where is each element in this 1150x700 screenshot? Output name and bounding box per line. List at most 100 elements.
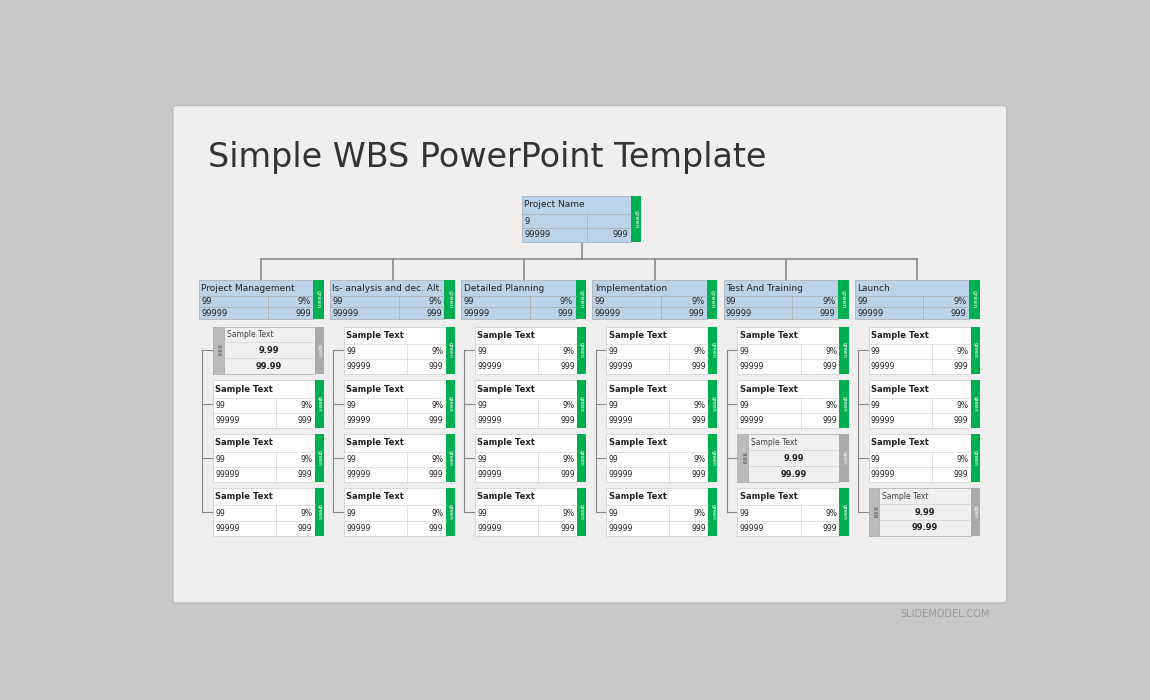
Text: 999: 999 [427,309,442,318]
Text: 9%: 9% [562,347,575,356]
Bar [749,434,839,482]
Text: 99: 99 [871,347,881,356]
Text: 99999: 99999 [857,309,883,318]
Text: 99: 99 [739,401,750,410]
Text: 9%: 9% [431,347,444,356]
Text: green: green [842,396,846,412]
Text: 99999: 99999 [608,470,632,479]
Text: 9%: 9% [691,297,704,306]
Text: 99999: 99999 [477,524,501,533]
Text: Sample Text: Sample Text [751,438,798,447]
Text: 9%: 9% [825,509,837,517]
Bar [737,434,749,482]
Bar [969,281,980,319]
Text: 999: 999 [820,309,836,318]
Text: Sample Text: Sample Text [477,438,536,447]
Bar [344,489,446,536]
Text: 999: 999 [691,362,706,371]
Text: 999: 999 [691,470,706,479]
Text: SLIDEMODEL.COM: SLIDEMODEL.COM [900,609,990,619]
Bar [868,489,880,536]
Text: green: green [317,450,322,466]
Text: 99999: 99999 [477,362,501,371]
Bar [446,326,455,375]
Text: green: green [842,504,846,520]
Text: 999: 999 [951,309,967,318]
Text: 99.99: 99.99 [256,362,282,371]
Text: open: open [973,505,978,519]
Text: Sample Text: Sample Text [882,491,929,500]
Text: 9%: 9% [298,297,311,306]
Bar [475,381,577,428]
Text: Sample Text: Sample Text [215,384,273,393]
Bar [330,281,444,319]
Text: 99999: 99999 [608,416,632,425]
Text: 99999: 99999 [346,416,370,425]
Text: 9%: 9% [956,347,968,356]
Text: 99: 99 [346,455,356,463]
Text: 9.99: 9.99 [216,344,221,356]
Text: Sample Text: Sample Text [215,438,273,447]
Text: Test And Training: Test And Training [726,284,803,293]
Text: 99: 99 [346,509,356,517]
Text: 9%: 9% [429,297,442,306]
Text: green: green [973,450,978,466]
Text: Sample Text: Sample Text [346,492,404,501]
Text: Sample Text: Sample Text [739,384,798,393]
Text: 99.99: 99.99 [781,470,807,479]
Text: 99.99: 99.99 [912,524,938,533]
Text: 999: 999 [429,524,444,533]
Text: 99: 99 [608,347,619,356]
Bar [315,489,324,536]
Text: 999: 999 [298,470,313,479]
Text: 9%: 9% [822,297,836,306]
Text: 99: 99 [608,401,619,410]
Text: 99999: 99999 [726,309,752,318]
Text: Sample Text: Sample Text [346,438,404,447]
Text: green: green [711,396,715,412]
Text: open: open [842,452,846,465]
Bar [606,381,708,428]
Text: Sample Text: Sample Text [477,384,536,393]
Text: 9: 9 [524,216,529,225]
Text: 99: 99 [857,297,867,306]
Text: 9%: 9% [431,455,444,463]
Bar [344,381,446,428]
Bar [344,434,446,482]
Text: 99: 99 [871,455,881,463]
Bar [868,326,971,375]
Bar [577,326,586,375]
Text: 9.99: 9.99 [741,452,745,464]
Bar [213,381,315,428]
Bar [461,281,575,319]
Text: 9%: 9% [825,401,837,410]
Bar [840,381,849,428]
Text: 99: 99 [346,347,356,356]
Text: green: green [448,342,453,358]
Text: 99999: 99999 [215,470,239,479]
Text: green: green [580,396,584,412]
Bar [868,381,971,428]
Text: Simple WBS PowerPoint Template: Simple WBS PowerPoint Template [208,141,767,174]
Bar [199,281,313,319]
Text: 99999: 99999 [463,309,490,318]
Text: 9%: 9% [300,509,313,517]
Text: 999: 999 [560,416,575,425]
Bar [880,489,971,536]
Text: 999: 999 [429,416,444,425]
Text: green: green [973,342,978,358]
Text: Sample Text: Sample Text [346,384,404,393]
Bar [446,381,455,428]
Text: 999: 999 [560,470,575,479]
Text: 999: 999 [298,416,313,425]
Text: 999: 999 [953,470,968,479]
Text: 9%: 9% [431,401,444,410]
Text: green: green [317,504,322,520]
Text: 99999: 99999 [739,524,764,533]
Bar [446,434,455,482]
Bar [971,381,980,428]
Text: green: green [580,504,584,520]
Text: green: green [578,290,583,309]
Bar [840,434,849,482]
Text: 99: 99 [346,401,356,410]
